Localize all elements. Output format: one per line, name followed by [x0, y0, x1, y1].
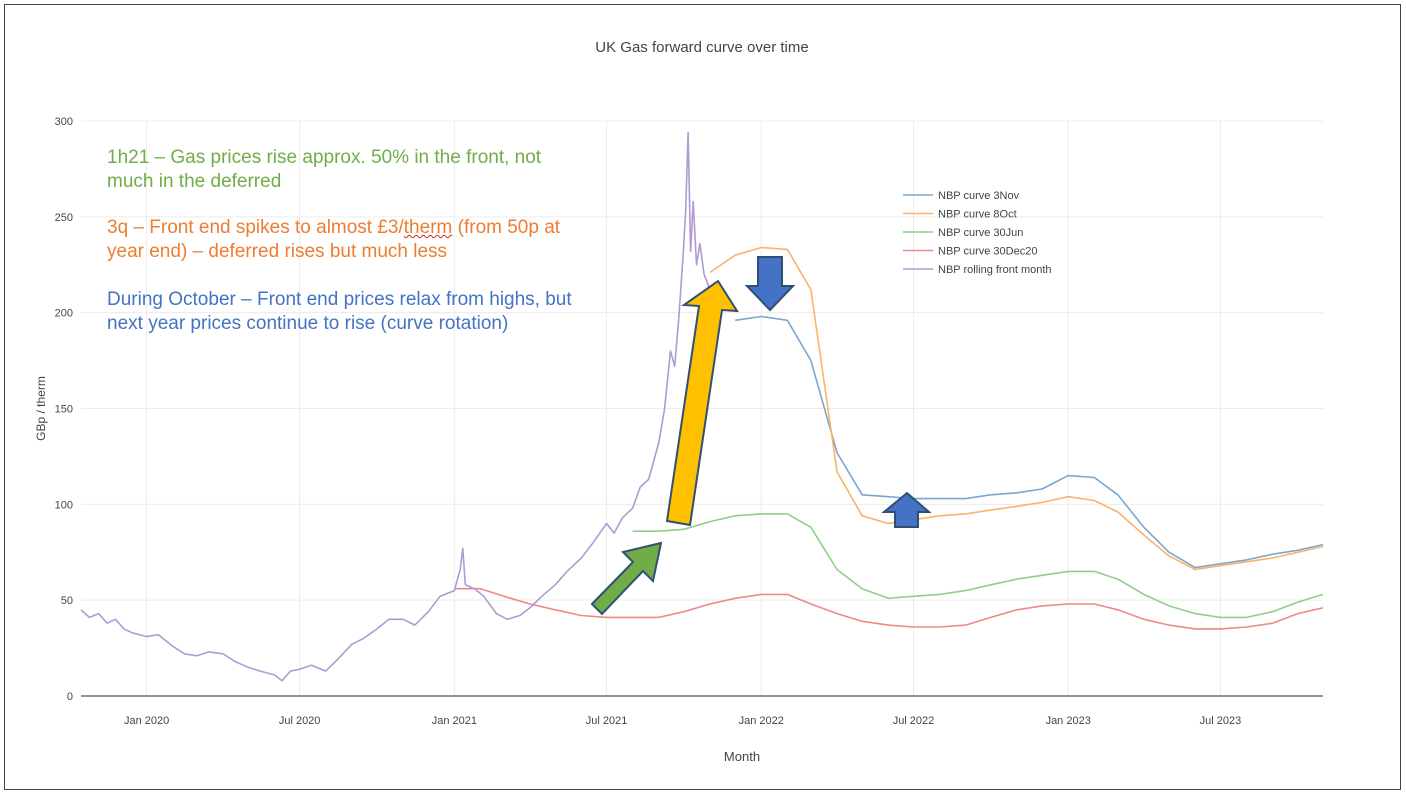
x-tick-label: Jul 2022 — [893, 715, 935, 727]
y-tick-label: 150 — [55, 404, 73, 416]
blue-down-arrow-shape — [744, 256, 796, 312]
x-tick-label: Jan 2020 — [124, 715, 169, 727]
x-tick-label: Jul 2020 — [279, 715, 321, 727]
x-tick-label: Jan 2022 — [739, 715, 784, 727]
annotation-1h21-line1: 1h21 – Gas prices rise approx. 50% in th… — [107, 147, 542, 168]
blue-up-arrow-shape — [881, 491, 932, 528]
legend-label-0: NBP curve 3Nov — [938, 190, 1020, 202]
series-line-1 — [709, 246, 1324, 571]
y-tick-label: 0 — [67, 691, 73, 703]
x-tick-label: Jul 2023 — [1200, 715, 1242, 727]
y-tick-label: 200 — [55, 308, 73, 320]
y-tick-label: 50 — [61, 595, 73, 607]
annotation-3q-line1-c: (from 50p at — [452, 217, 561, 238]
y-axis-title: GBp / therm — [34, 376, 48, 441]
y-tick-label: 300 — [55, 116, 73, 128]
y-tick-label: 250 — [55, 212, 73, 224]
series-line-2 — [632, 513, 1324, 619]
annotation-3q-line2: year end) – deferred rises but much less — [107, 241, 448, 262]
annotation-october-line1: During October – Front end prices relax … — [107, 289, 572, 310]
x-tick-label: Jan 2023 — [1046, 715, 1091, 727]
annotation-1h21: 1h21 – Gas prices rise approx. 50% in th… — [107, 146, 541, 194]
x-tick-label: Jan 2021 — [432, 715, 477, 727]
annotation-3q-line1-a: 3q – Front end spikes to almost £3/ — [107, 217, 404, 238]
chart-title: UK Gas forward curve over time — [595, 39, 808, 56]
x-axis-title: Month — [724, 749, 760, 764]
orange-arrow-shape — [665, 279, 739, 527]
annotation-october: During October – Front end prices relax … — [107, 288, 572, 336]
annotation-3q-line1-therm: therm — [403, 217, 453, 238]
annotation-1h21-line2: much in the deferred — [107, 171, 282, 192]
legend-label-4: NBP rolling front month — [938, 264, 1052, 276]
series-line-4 — [80, 131, 711, 682]
green-arrow-shape — [590, 541, 663, 616]
series-line-0 — [735, 315, 1324, 569]
series-line-3 — [454, 587, 1324, 630]
legend-label-2: NBP curve 30Jun — [938, 227, 1023, 239]
x-tick-label: Jul 2021 — [586, 715, 628, 727]
legend-label-3: NBP curve 30Dec20 — [938, 246, 1037, 258]
y-tick-label: 100 — [55, 499, 73, 511]
annotation-3q: 3q – Front end spikes to almost £3/therm… — [107, 216, 560, 264]
legend-label-1: NBP curve 8Oct — [938, 209, 1017, 221]
annotation-october-line2: next year prices continue to rise (curve… — [107, 313, 509, 334]
